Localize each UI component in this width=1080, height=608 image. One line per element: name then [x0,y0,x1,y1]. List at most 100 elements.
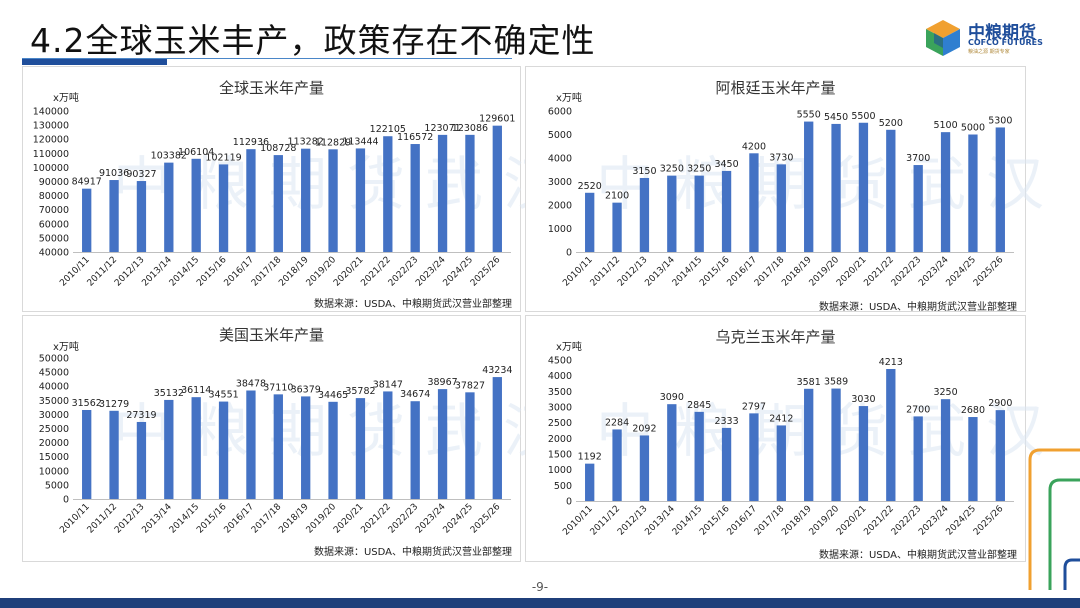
data-label: 2900 [988,398,1012,409]
bar [410,401,420,499]
footer-bar [0,598,1080,608]
data-label: 31279 [99,399,129,410]
data-label: 2412 [769,413,793,424]
y-tick-label: 5000 [45,480,69,491]
y-tick-label: 2000 [548,201,572,212]
bar [804,388,814,501]
bar [694,175,704,252]
data-label: 90327 [126,169,156,180]
bar-chart: 0 5000 10000 15000 20000 25000 30000 35000 40000… [39,354,513,536]
bar [301,148,311,252]
cofco-cube-icon [926,20,960,56]
bar [749,153,759,252]
data-label: 43234 [482,365,512,376]
data-source: 数据来源：USDA、中粮期货武汉营业部整理 [818,302,1017,313]
y-tick-label: 50000 [39,354,69,365]
y-tick-label: 70000 [39,205,69,216]
bar [968,417,978,501]
y-tick-label: 0 [63,495,69,506]
data-label: 108728 [260,143,296,154]
y-tick-label: 3500 [548,387,572,398]
data-label: 2520 [578,181,602,192]
data-label: 3150 [632,166,656,177]
y-tick-label: 1500 [548,450,572,461]
data-label: 112829 [315,137,351,148]
data-label: 35782 [345,386,375,397]
y-tick-label: 6000 [548,107,572,118]
data-label: 36379 [291,384,321,395]
y-tick-label: 1000 [548,224,572,235]
x-tick-label: 2025/26 [972,504,1006,538]
x-tick-label: 2025/26 [469,502,503,536]
bar [355,148,366,252]
bar [804,121,814,252]
data-label: 116572 [397,132,433,143]
y-tick-label: 1000 [548,465,572,476]
y-tick-label: 130000 [33,121,69,132]
data-label: 3250 [687,164,711,175]
bar [721,427,732,501]
chart-title: 全球玉米年产量 [218,79,324,97]
y-tick-label: 45000 [39,368,69,379]
y-tick-label: 10000 [39,466,69,477]
data-label: 5300 [988,115,1012,126]
data-label: 2845 [687,400,711,411]
bar [858,122,869,252]
bar [995,127,1005,252]
y-axis-unit: x万吨 [556,342,582,353]
data-label: 1192 [578,452,602,463]
data-label: 36114 [181,385,211,396]
y-tick-label: 4000 [548,154,572,165]
data-label: 2092 [632,423,656,434]
data-source: 数据来源：USDA、中粮期货武汉营业部整理 [313,547,512,558]
data-label: 123071 [424,123,460,134]
data-source: 数据来源：USDA、中粮期货武汉营业部整理 [818,550,1017,561]
data-label: 122105 [370,124,406,135]
y-tick-label: 140000 [33,107,69,118]
data-label: 38478 [236,378,266,389]
data-label: 2284 [605,417,629,428]
bar [749,413,759,501]
bar [273,155,283,252]
data-label: 3090 [660,392,684,403]
data-label: 34551 [208,390,238,401]
bar [776,164,786,252]
data-label: 2100 [605,191,629,202]
data-label: 3450 [714,159,738,170]
bar [109,410,119,499]
y-tick-label: 25000 [39,424,69,435]
bar [858,406,869,501]
y-tick-label: 0 [566,248,572,259]
y-tick-label: 30000 [39,410,69,421]
bar [164,162,174,252]
y-tick-label: 4500 [548,356,572,367]
y-tick-label: 5000 [548,130,572,141]
data-label: 37827 [455,380,485,391]
bar [639,435,650,501]
data-label: 5450 [824,112,848,123]
data-label: 2797 [742,401,766,412]
logo-slogan: 粮油之源 期货专家 [968,49,1010,55]
data-label: 113282 [288,137,324,148]
bar [940,399,951,501]
y-tick-label: 15000 [39,452,69,463]
data-label: 35132 [154,388,184,399]
data-label: 5550 [797,110,821,121]
chart-panel-usa: 中粮期货武汉 美国玉米年产量 x万吨 0 5000 10000 15000 20000 2… [22,315,561,562]
bar [886,368,896,501]
page-number: -9- [531,580,549,594]
bar [776,425,786,501]
bar [136,181,147,252]
chart-title: 美国玉米年产量 [218,326,324,344]
data-label: 5000 [961,123,985,134]
y-axis-unit: x万吨 [556,93,582,104]
bar [136,421,147,499]
decorative-lines [1028,448,1080,590]
bar [246,149,256,252]
data-source: 数据来源：USDA、中粮期货武汉营业部整理 [313,299,512,310]
data-label: 4213 [879,357,903,368]
data-label: 3030 [851,394,875,405]
data-label: 3250 [660,164,684,175]
data-label: 38147 [373,379,403,390]
bar [492,125,502,252]
